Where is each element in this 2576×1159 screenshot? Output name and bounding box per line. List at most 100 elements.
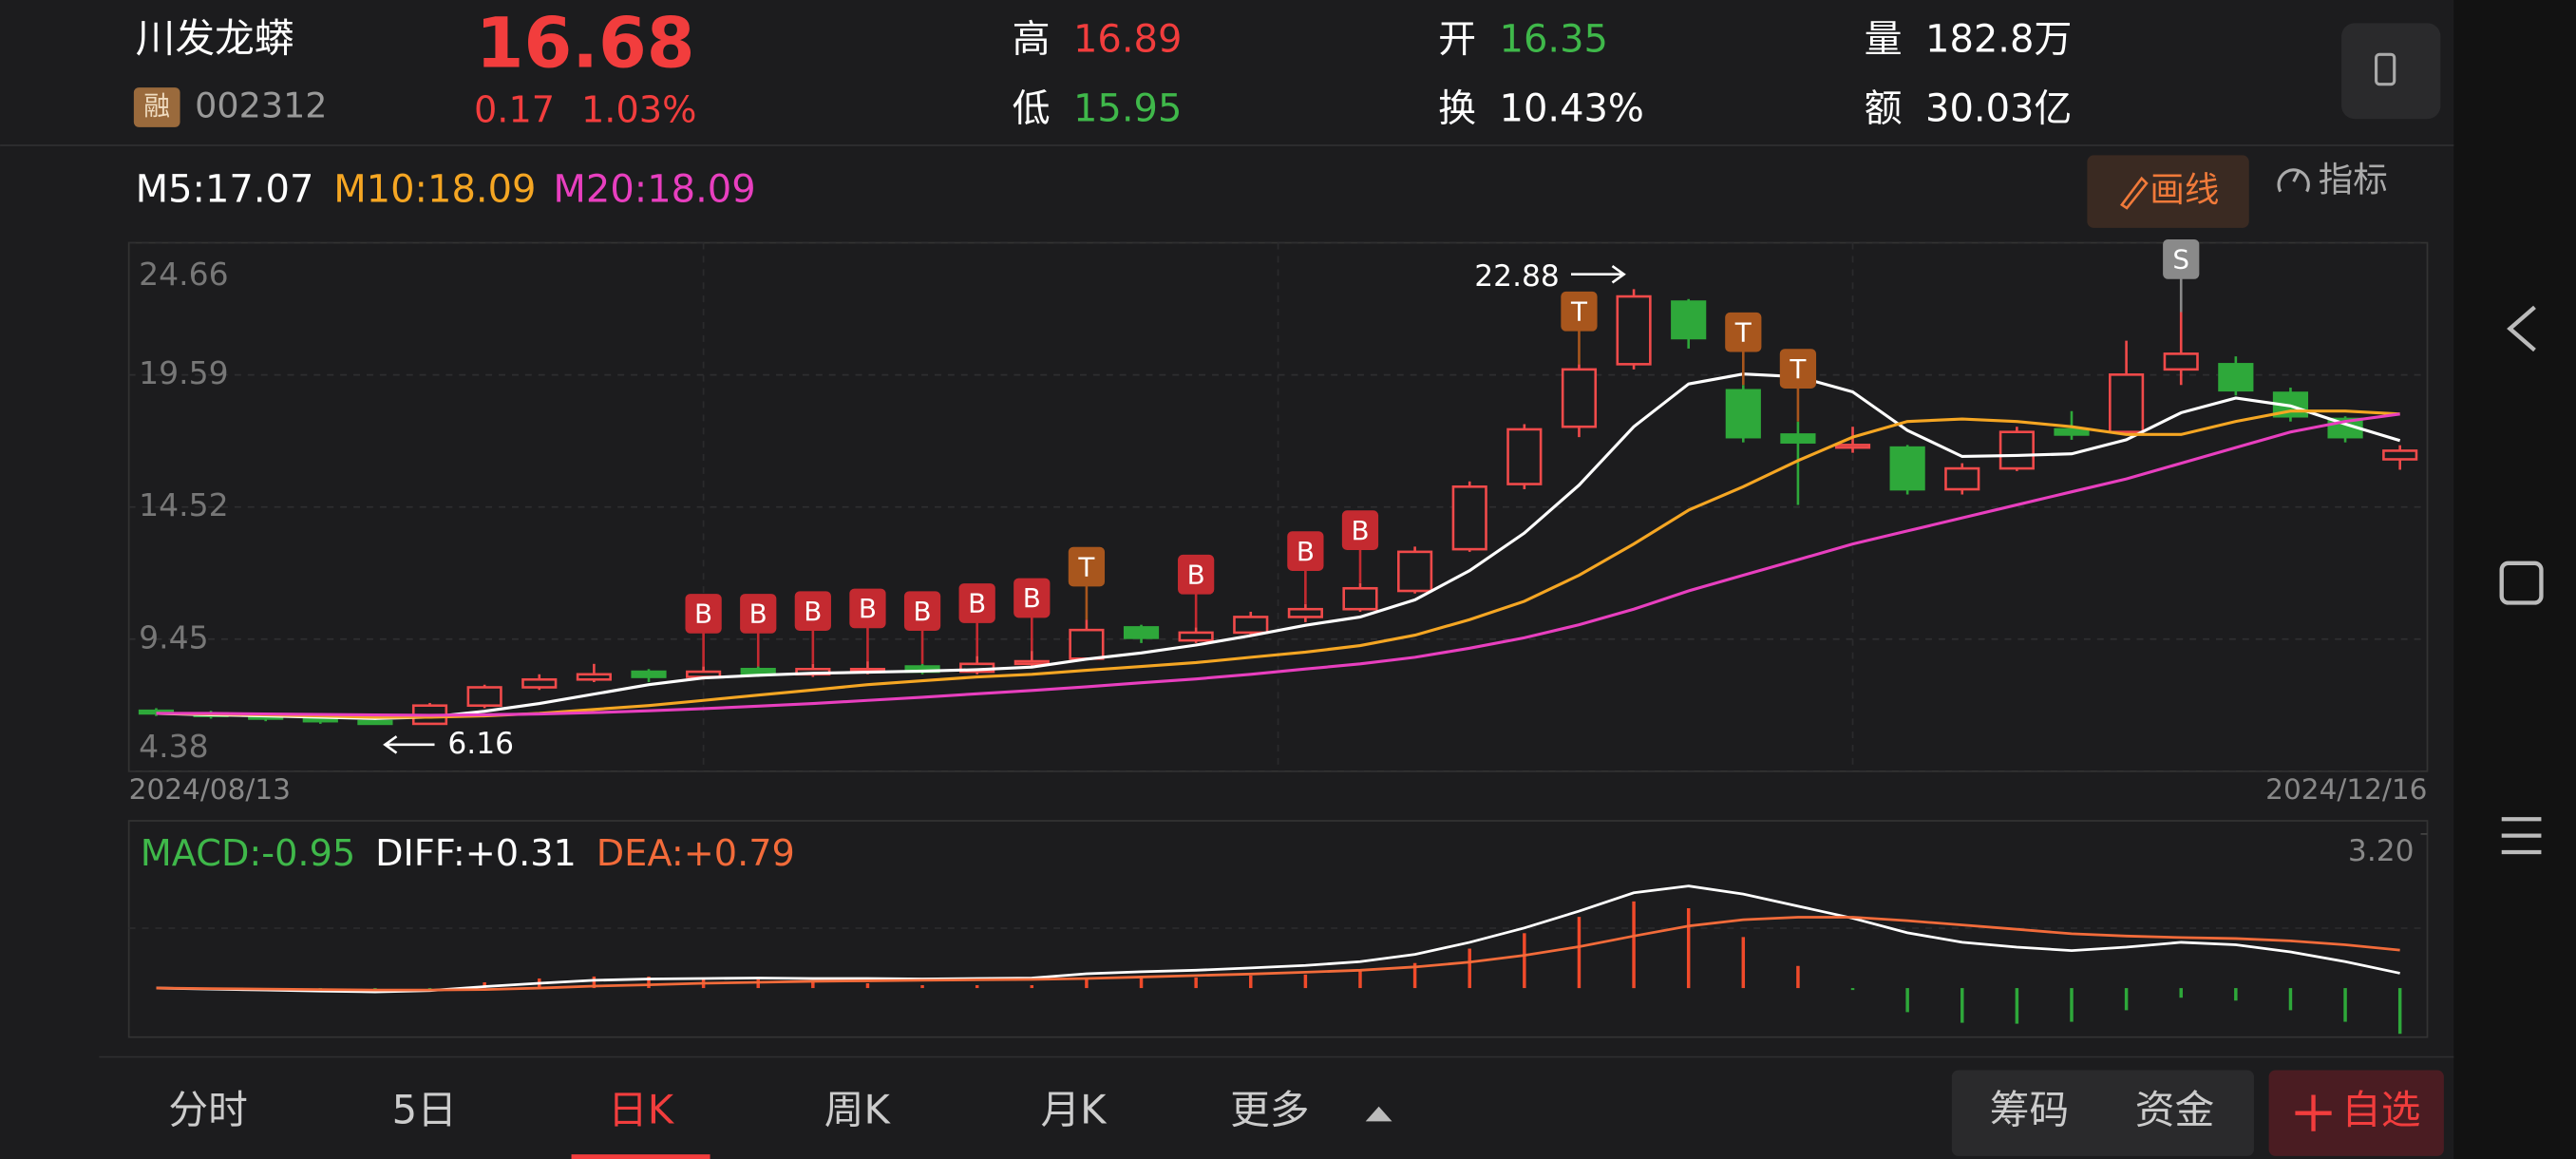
candle-body — [1013, 659, 1050, 666]
draw-label[interactable]: 画线 — [2150, 169, 2219, 210]
signal-badge — [794, 591, 831, 632]
action-group — [1951, 1070, 2254, 1156]
signal-label: B — [804, 596, 822, 627]
signal-badge — [1779, 349, 1817, 389]
tab-underline — [571, 1154, 710, 1159]
signal-badge — [1725, 312, 1762, 352]
low-annotation: 6.16 — [447, 727, 514, 761]
watch-button[interactable] — [2268, 1070, 2444, 1156]
macd-legend: DEA:+0.79 — [597, 833, 795, 875]
stat-label: 高 — [1013, 17, 1051, 61]
signal-badge — [958, 583, 995, 623]
candle-body — [1780, 433, 1816, 444]
stat-label: 开 — [1438, 17, 1476, 61]
y-tick-label: 14.52 — [139, 486, 229, 523]
draw-icon — [2120, 176, 2149, 210]
change: 0.17 — [474, 90, 555, 132]
signal-label: B — [1023, 582, 1041, 614]
action[interactable]: 自选 — [2341, 1087, 2420, 1133]
high-annotation: 22.88 — [1474, 259, 1560, 294]
nav-home[interactable] — [2499, 560, 2544, 605]
signal-badge — [740, 594, 777, 634]
x-tick-label: 2024/08/13 — [129, 773, 291, 806]
signal-badge — [2163, 239, 2200, 279]
tab[interactable]: 月K — [1040, 1087, 1108, 1133]
signal-label: B — [1351, 515, 1369, 546]
ma-line — [156, 372, 2401, 720]
y-tick-label: 19.59 — [139, 354, 229, 391]
badge-bg — [133, 87, 180, 127]
tab[interactable]: 周K — [824, 1087, 892, 1133]
indicator-label[interactable]: 指标 — [2319, 160, 2388, 200]
candle-body — [2163, 352, 2199, 371]
candle-body — [1178, 631, 1214, 642]
ma-legend: M10:18.09 — [333, 168, 536, 212]
price: 16.68 — [476, 3, 695, 84]
tab[interactable]: 5日 — [392, 1087, 457, 1133]
signal-label: B — [1297, 536, 1315, 567]
candle-body — [1944, 466, 1980, 491]
signal-badge — [849, 588, 886, 629]
badge: 融 — [143, 90, 170, 122]
candle-body — [1233, 616, 1269, 635]
stock-name: 川发龙蟒 — [136, 14, 294, 61]
nav-back[interactable] — [2507, 305, 2536, 352]
candle-body — [1998, 430, 2035, 470]
candle-body — [1616, 294, 1652, 366]
high-arrow — [1571, 264, 1626, 284]
layout-button[interactable] — [2341, 23, 2441, 120]
stat-value: 10.43% — [1500, 86, 1644, 130]
change-pct: 1.03% — [581, 90, 696, 132]
signal-badge — [903, 591, 941, 632]
stat-value: 30.03亿 — [1925, 86, 2072, 130]
macd-legend: DIFF:+0.31 — [375, 833, 577, 875]
candle-body — [1889, 446, 1925, 491]
signal-badge — [1561, 291, 1598, 332]
candle-body — [466, 686, 502, 708]
macd-line — [156, 916, 2400, 992]
macd-line — [156, 884, 2400, 994]
signal-label: B — [694, 598, 712, 630]
candle-body — [1069, 628, 1105, 660]
signal-label: B — [859, 593, 877, 624]
draw-button[interactable] — [2087, 155, 2249, 228]
macd-tick-label: 3.20 — [2348, 834, 2415, 868]
signal-label: B — [1187, 560, 1205, 591]
signal-badge — [1341, 510, 1379, 551]
stat-value: 182.8万 — [1925, 17, 2072, 61]
candle-body — [631, 670, 667, 678]
candle-body — [1561, 368, 1598, 428]
nav-bar — [2453, 0, 2576, 1159]
ma-legend: M20:18.09 — [553, 168, 755, 212]
action[interactable]: 筹码 — [1990, 1087, 2069, 1133]
ma-line — [156, 412, 2400, 717]
signal-label: T — [1570, 295, 1588, 327]
candle-body — [357, 719, 393, 726]
signal-badge — [1068, 546, 1106, 587]
signal-label: B — [968, 588, 986, 619]
stat-label: 低 — [1013, 86, 1051, 130]
ma-legend: M5:17.07 — [136, 168, 314, 212]
stat-value: 16.89 — [1073, 17, 1182, 61]
candle-body — [1834, 444, 1871, 449]
candle-body — [1342, 586, 1378, 611]
signal-label: B — [749, 598, 767, 630]
nav-menu[interactable] — [2501, 817, 2542, 855]
candle-body — [2218, 363, 2254, 392]
signal-badge — [1013, 578, 1051, 618]
stat-label: 量 — [1865, 17, 1903, 61]
candle-body — [1287, 607, 1323, 618]
tab[interactable]: 分时 — [168, 1087, 247, 1133]
candle-body — [2054, 428, 2090, 436]
action[interactable]: 资金 — [2135, 1087, 2214, 1133]
tab[interactable]: 日K — [608, 1087, 675, 1133]
y-tick-label: 24.66 — [139, 256, 229, 293]
layout-icon — [2375, 52, 2396, 86]
stat-value: 15.95 — [1073, 86, 1182, 130]
candle-body — [521, 677, 558, 689]
plus-icon — [2295, 1094, 2332, 1131]
stat-label: 额 — [1865, 86, 1903, 130]
tab[interactable]: 更多 — [1230, 1087, 1309, 1133]
signal-label: T — [1789, 353, 1807, 385]
